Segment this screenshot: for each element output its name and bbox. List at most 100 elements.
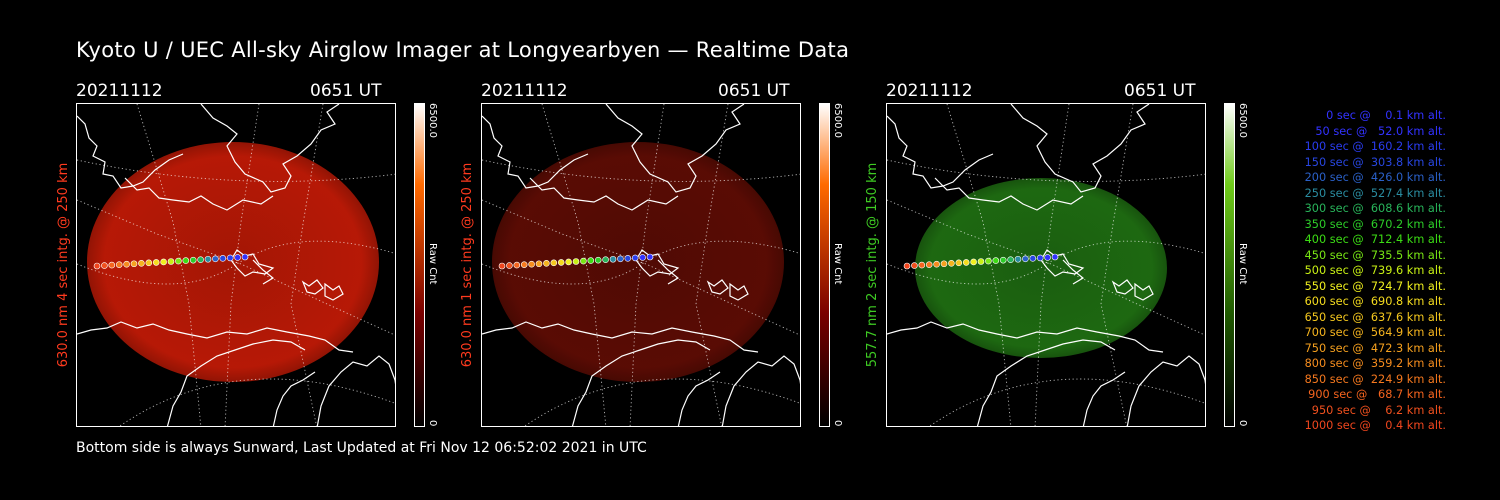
coastline <box>677 371 721 426</box>
trajectory-point <box>918 261 926 269</box>
coastline <box>252 259 275 285</box>
trajectory-point <box>101 262 108 269</box>
panel-2-colorbar-max: 6500.0 <box>832 103 843 138</box>
panel-2-time: 0651 UT <box>718 81 790 101</box>
legend-entry: 200 sec @ 426.0 km alt. <box>1300 171 1446 184</box>
trajectory-point <box>999 256 1007 264</box>
allsky-map-svg <box>77 104 395 426</box>
trajectory-point <box>572 258 580 265</box>
trajectory-point <box>903 262 911 270</box>
trajectory-point <box>115 261 123 268</box>
graticule-line <box>524 378 800 426</box>
trajectory-point <box>160 258 167 266</box>
trajectory-point <box>985 257 992 265</box>
trajectory-point <box>911 262 918 269</box>
legend-entry: 800 sec @ 359.2 km alt. <box>1300 357 1446 370</box>
allsky-map-svg <box>887 104 1205 426</box>
panel-2-colorbar <box>819 103 830 427</box>
trajectory-point <box>962 259 970 266</box>
coastline <box>316 355 395 426</box>
trajectory-point <box>108 261 116 269</box>
panel-1-date: 20211112 <box>76 81 163 101</box>
graticule-line <box>1034 104 1070 426</box>
legend-entry: 950 sec @ 6.2 km alt. <box>1308 403 1446 417</box>
coastline <box>1082 371 1126 426</box>
graticule-line <box>77 199 395 336</box>
panel-3-allsky-image <box>886 103 1206 427</box>
trajectory-point <box>1044 254 1051 261</box>
trajectory-point <box>948 260 955 267</box>
coastline <box>166 339 306 426</box>
trajectory-point <box>175 257 182 265</box>
graticule-line <box>482 159 800 182</box>
coastline <box>1062 259 1085 285</box>
trajectory-point <box>594 256 602 264</box>
trajectory-point <box>189 256 197 264</box>
trajectory-point <box>1051 253 1059 261</box>
legend-entry: 700 sec @ 564.9 km alt. <box>1300 326 1446 339</box>
legend-entry: 150 sec @ 303.8 km alt. <box>1300 155 1446 169</box>
graticule-line <box>224 104 260 426</box>
coastline <box>124 177 274 211</box>
legend-entry: 1000 sec @ 0.4 km alt. <box>1304 419 1446 432</box>
coastline <box>529 177 679 211</box>
panel-3-colorbar <box>1224 103 1235 427</box>
trajectory-point <box>940 260 948 268</box>
trajectory-point <box>513 261 521 269</box>
trajectory-point <box>219 255 227 262</box>
trajectory-point <box>557 259 565 266</box>
legend-entry: 450 sec @ 735.5 km alt. <box>1300 248 1446 262</box>
panel-3-ylabel: 557.7 nm 2 sec intg. @ 150 km <box>865 162 880 368</box>
trajectory-point <box>182 257 190 264</box>
trajectory-point <box>609 255 617 263</box>
airglow-disc <box>915 178 1167 358</box>
graticule-line <box>119 378 395 426</box>
coastline <box>706 279 729 295</box>
coastline <box>887 321 1164 353</box>
trajectory-point <box>506 262 513 269</box>
graticule-line <box>290 104 324 426</box>
coastline <box>482 321 759 353</box>
trajectory-point <box>602 256 609 263</box>
panel-1-time: 0651 UT <box>310 81 382 101</box>
coastline <box>976 339 1116 426</box>
trajectory-point <box>152 259 160 266</box>
trajectory-point <box>624 255 632 262</box>
legend-entry: 300 sec @ 608.6 km alt. <box>1300 202 1446 215</box>
trajectory-point <box>1022 255 1029 263</box>
coastline <box>635 249 680 277</box>
panel-2-date: 20211112 <box>481 81 568 101</box>
legend-entry: 750 sec @ 472.3 km alt. <box>1300 341 1446 355</box>
coastline <box>1010 104 1150 193</box>
panel-3-colorbar-min: 0 <box>1237 420 1248 427</box>
trajectory-point <box>977 258 985 265</box>
trajectory-point <box>226 254 234 262</box>
trajectory-point <box>617 255 624 263</box>
trajectory-point <box>212 255 219 263</box>
trajectory-point <box>631 254 639 262</box>
panel-2-colorbar-unit: Raw Cnt <box>832 243 843 285</box>
trajectory-point <box>992 257 1000 264</box>
graticule-line <box>929 378 1205 426</box>
trajectory-point <box>1007 256 1014 263</box>
panel-3-date: 20211112 <box>886 81 973 101</box>
trajectory-point <box>145 259 153 267</box>
panel-1-colorbar-min: 0 <box>427 420 438 427</box>
legend-entry: 600 sec @ 690.8 km alt. <box>1300 295 1446 308</box>
panel-1-colorbar <box>414 103 425 427</box>
graticule-line <box>482 199 800 336</box>
panel-1-allsky-image <box>76 103 396 427</box>
coastline <box>605 104 745 193</box>
coastline <box>729 282 749 301</box>
trajectory-legend: 0 sec @ 0.1 km alt. 50 sec @ 52.0 km alt… <box>1266 108 1446 434</box>
coastline <box>301 279 324 295</box>
trajectory-point <box>535 260 543 268</box>
panel-2-allsky-image <box>481 103 801 427</box>
trajectory-point <box>933 260 940 268</box>
trajectory-point <box>565 258 572 266</box>
coastline <box>1040 249 1085 277</box>
legend-entry: 250 sec @ 527.4 km alt. <box>1300 186 1446 200</box>
trajectory-point <box>241 253 249 261</box>
trajectory-point <box>1029 255 1037 262</box>
coastline <box>77 321 354 353</box>
